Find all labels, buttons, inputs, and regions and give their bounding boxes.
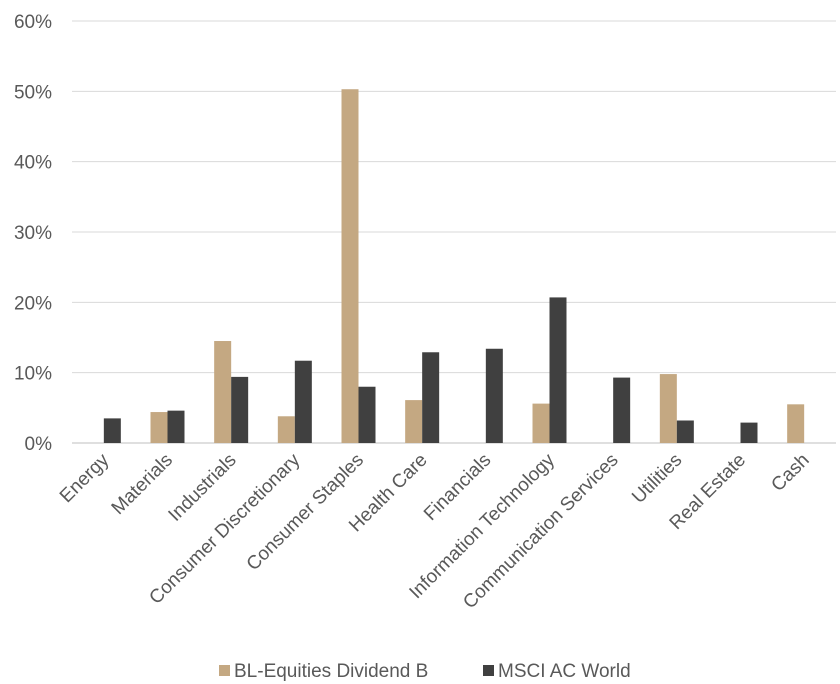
bar-msci-acwi-communication-services bbox=[613, 377, 631, 443]
y-tick-label: 40% bbox=[14, 153, 52, 174]
bar-msci-acwi-information-technology bbox=[549, 297, 567, 443]
bar-bl-equities-cash bbox=[787, 404, 805, 443]
legend: BL-Equities Dividend B MSCI AC World bbox=[219, 661, 631, 682]
y-gridlines bbox=[72, 20, 836, 444]
y-tick-label: 60% bbox=[14, 12, 52, 33]
legend-label: MSCI AC World bbox=[498, 661, 631, 682]
y-tick-label: 10% bbox=[14, 364, 52, 385]
bars bbox=[103, 89, 805, 444]
y-tick-label: 0% bbox=[25, 434, 53, 455]
bar-msci-acwi-utilities bbox=[676, 420, 694, 443]
bar-bl-equities-information-technology bbox=[532, 403, 550, 443]
bar-bl-equities-health-care bbox=[405, 400, 423, 443]
bar-bl-equities-industrials bbox=[214, 341, 232, 443]
x-tick-label: Energy bbox=[56, 449, 114, 507]
y-axis-tick-labels: 0% 10% 20% 30% 40% 50% 60% bbox=[14, 12, 52, 455]
legend-swatch bbox=[219, 665, 230, 676]
y-tick-label: 50% bbox=[14, 82, 52, 103]
bar-msci-acwi-materials bbox=[167, 410, 185, 443]
bar-msci-acwi-consumer-discretionary bbox=[294, 360, 312, 443]
bar-bl-equities-consumer-staples bbox=[341, 89, 359, 444]
bar-msci-acwi-industrials bbox=[231, 376, 249, 443]
bar-bl-equities-consumer-discretionary bbox=[277, 416, 295, 443]
x-tick-label: Utilities bbox=[628, 450, 686, 508]
legend-label: BL-Equities Dividend B bbox=[234, 661, 428, 682]
bar-msci-acwi-health-care bbox=[422, 352, 440, 443]
x-tick-label: Consumer Staples bbox=[243, 450, 368, 575]
bar-msci-acwi-consumer-staples bbox=[358, 386, 376, 443]
bar-bl-equities-materials bbox=[150, 412, 168, 443]
legend-swatch bbox=[483, 665, 494, 676]
bar-msci-acwi-real-estate bbox=[740, 422, 758, 443]
y-tick-label: 20% bbox=[14, 293, 52, 314]
x-tick-label: Cash bbox=[767, 450, 813, 496]
bar-msci-acwi-financials bbox=[485, 348, 503, 443]
y-tick-label: 30% bbox=[14, 223, 52, 244]
bar-bl-equities-utilities bbox=[659, 374, 677, 443]
bar-msci-acwi-energy bbox=[103, 418, 121, 443]
